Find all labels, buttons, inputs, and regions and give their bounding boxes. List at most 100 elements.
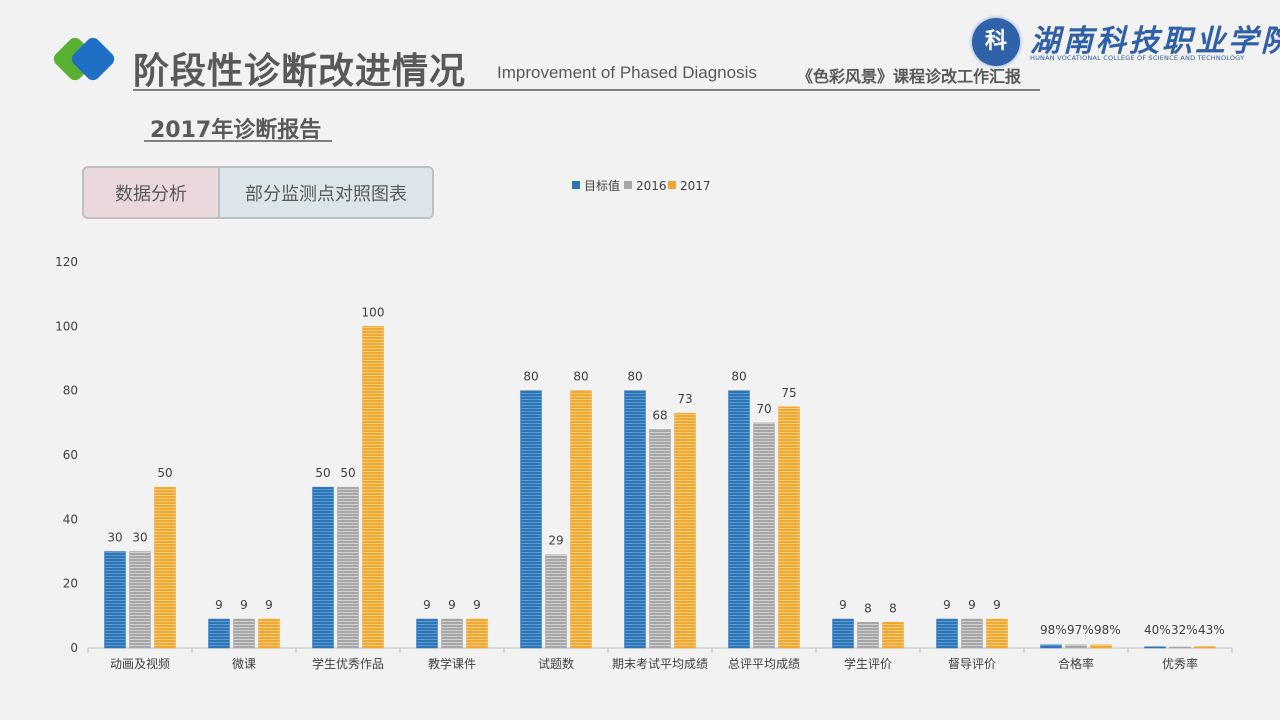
bar-2016: [1065, 644, 1087, 649]
school-name-en: HUNAN VOCATIONAL COLLEGE OF SCIENCE AND …: [1030, 54, 1245, 62]
x-tick-label: 总评平均成绩: [728, 657, 800, 671]
data-label: 75: [781, 386, 796, 400]
data-label: 98%: [1094, 623, 1121, 637]
data-label: 50: [315, 466, 330, 480]
data-label: 30: [132, 531, 147, 545]
bar-2017: [986, 618, 1008, 649]
legend-swatch-target: [572, 181, 580, 189]
bar-target: [728, 390, 750, 649]
bar-2016: [1169, 646, 1191, 649]
data-label: 80: [523, 370, 538, 384]
x-tick-label: 试题数: [538, 656, 574, 671]
bar-2016: [961, 618, 983, 649]
x-axis: 动画及视频 微课 学生优秀作品 教学课件 试题数 期末考试平均成绩 总评平均成绩 学生评价 督导…: [87, 647, 1233, 671]
data-label: 30: [107, 531, 122, 545]
bar-target: [832, 618, 854, 649]
bar-target: [312, 486, 334, 649]
bar-target: [1144, 646, 1166, 649]
data-label: 9: [215, 598, 223, 612]
bar-target: [520, 390, 542, 649]
report-subtitle: 2017年诊断报告: [150, 118, 322, 143]
data-label: 9: [448, 598, 456, 612]
y-tick-label: 60: [63, 448, 78, 462]
tab-bar: 数据分析 部分监测点对照图表: [82, 166, 434, 219]
bar-2017: [362, 326, 384, 649]
data-label: 100: [362, 305, 385, 319]
data-labels: 30 30 50 9 9 9 50 50 100 9 9 9 80 29 80 80 68 73 80 70 75 9 8 8…: [107, 305, 1224, 637]
bar-target: [1040, 644, 1062, 649]
bar-target: [104, 551, 126, 649]
data-label: 98%: [1040, 623, 1067, 637]
logo-mark-icon: [53, 37, 115, 81]
data-label: 9: [968, 598, 976, 612]
data-label: 80: [731, 370, 746, 384]
bar-2017: [1194, 646, 1216, 649]
bar-target: [208, 618, 230, 649]
x-tick-label: 期末考试平均成绩: [612, 656, 708, 671]
y-tick-label: 20: [63, 577, 78, 591]
bar-2017: [882, 622, 904, 649]
data-label: 32%: [1171, 623, 1198, 637]
bar-2016: [857, 622, 879, 649]
data-label: 50: [157, 466, 172, 480]
bar-2016: [753, 422, 775, 649]
y-tick-label: 40: [63, 512, 78, 526]
x-tick-label: 督导评价: [948, 656, 996, 671]
bar-2017: [674, 412, 696, 649]
data-label: 29: [548, 534, 563, 548]
data-label: 40%: [1144, 623, 1171, 637]
legend-swatch-2016: [624, 181, 632, 189]
bar-2017: [570, 390, 592, 649]
bar-2016: [441, 618, 463, 649]
bar-target: [936, 618, 958, 649]
data-label: 8: [889, 601, 897, 615]
data-label: 68: [652, 408, 667, 422]
data-label: 80: [573, 370, 588, 384]
data-label: 70: [756, 402, 771, 416]
x-tick-label: 优秀率: [1162, 656, 1198, 671]
data-label: 97%: [1067, 623, 1094, 637]
bar-2016: [545, 554, 567, 649]
y-tick-label: 120: [55, 255, 78, 269]
bar-2017: [258, 618, 280, 649]
data-label: 9: [423, 598, 431, 612]
data-label: 9: [473, 598, 481, 612]
data-label: 9: [943, 598, 951, 612]
subtitle-underline: [144, 140, 332, 142]
tab-monitoring-charts[interactable]: 部分监测点对照图表: [220, 168, 432, 217]
bar-2016: [129, 551, 151, 649]
x-tick-label: 动画及视频: [110, 656, 170, 671]
bar-2017: [466, 618, 488, 649]
bar-2017: [154, 486, 176, 649]
y-axis: 0 20 40 60 80 100 120: [55, 255, 78, 655]
school-seal-icon: 科: [972, 18, 1020, 66]
data-label: 80: [627, 370, 642, 384]
data-label: 9: [993, 598, 1001, 612]
bar-2016: [337, 486, 359, 649]
bar-2016: [233, 618, 255, 649]
page-title: 阶段性诊断改进情况: [133, 51, 467, 92]
bar-2017: [1090, 644, 1112, 649]
page-title-en: Improvement of Phased Diagnosis: [497, 63, 757, 82]
title-divider: [133, 89, 1040, 91]
bar-target: [416, 618, 438, 649]
legend-swatch-2017: [668, 181, 676, 189]
course-title: 《色彩风景》课程诊改工作汇报: [797, 67, 1022, 86]
data-label: 9: [265, 598, 273, 612]
data-label: 9: [839, 598, 847, 612]
x-tick-label: 微课: [232, 657, 256, 671]
school-name: 湖南科技职业学院: [1030, 24, 1280, 59]
data-label: 73: [677, 392, 692, 406]
chart-legend: 目标值 2016 2017: [572, 178, 711, 193]
y-tick-label: 0: [70, 641, 78, 655]
school-logo: 科 湖南科技职业学院 HUNAN VOCATIONAL COLLEGE OF S…: [966, 14, 1280, 70]
bar-2017: [778, 406, 800, 649]
x-tick-label: 学生优秀作品: [312, 656, 384, 671]
data-label: 8: [864, 601, 872, 615]
y-tick-label: 100: [55, 319, 78, 333]
y-tick-label: 80: [63, 384, 78, 398]
legend-label-2017: 2017: [680, 179, 711, 193]
tab-data-analysis[interactable]: 数据分析: [84, 168, 220, 217]
data-label: 50: [340, 466, 355, 480]
